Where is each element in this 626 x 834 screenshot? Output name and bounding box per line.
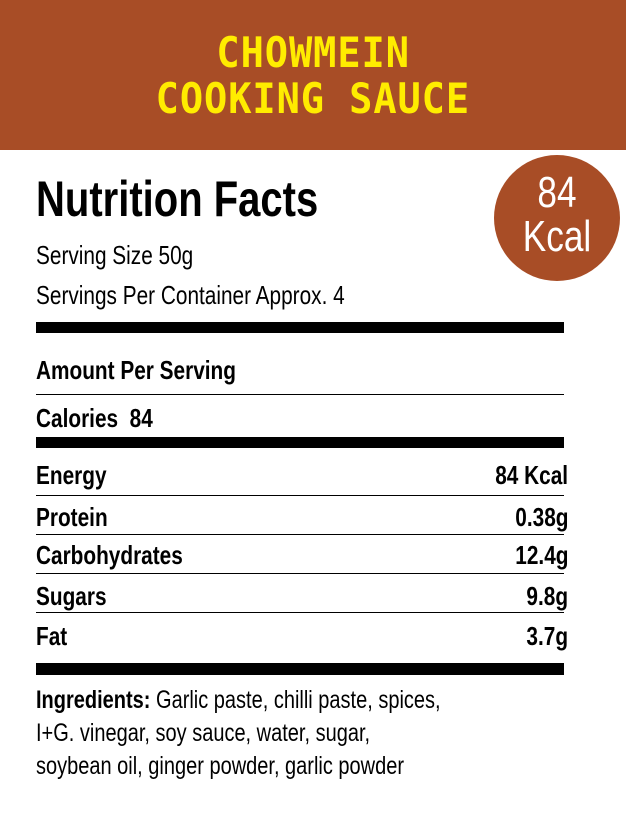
divider-thick (36, 437, 564, 448)
divider (36, 534, 564, 535)
divider (36, 495, 564, 496)
divider-thick (36, 663, 564, 675)
product-name-line1: CHOWMEIN (216, 28, 410, 77)
nutrition-facts-title: Nutrition Facts (36, 171, 319, 227)
badge-value: 84 (537, 168, 577, 217)
servings-per-container: Servings Per Container Approx. 4 (36, 280, 345, 310)
nutrient-row-protein: Protein 0.38g (36, 502, 568, 532)
nutrient-row-carbohydrates: Carbohydrates 12.4g (36, 540, 568, 570)
badge-unit: Kcal (522, 212, 592, 261)
nutrient-row-energy: Energy 84 Kcal (36, 460, 568, 490)
ingredients: Ingredients: Garlic paste, chilli paste,… (36, 686, 441, 780)
product-name-line2: COOKING SAUCE (155, 74, 471, 123)
header-banner: CHOWMEIN COOKING SAUCE (0, 0, 626, 150)
divider (36, 612, 564, 613)
serving-size: Serving Size 50g (36, 240, 194, 270)
calorie-badge: 84 Kcal (494, 155, 620, 281)
divider (36, 573, 564, 574)
ingredients-label: Ingredients: (36, 686, 151, 714)
divider-thick (36, 322, 564, 333)
divider (36, 394, 564, 395)
nutrient-row-sugars: Sugars 9.8g (36, 581, 568, 611)
amount-per-serving: Amount Per Serving (36, 355, 236, 385)
nutrient-row-fat: Fat 3.7g (36, 621, 568, 651)
calories: Calories 84 (36, 403, 153, 433)
